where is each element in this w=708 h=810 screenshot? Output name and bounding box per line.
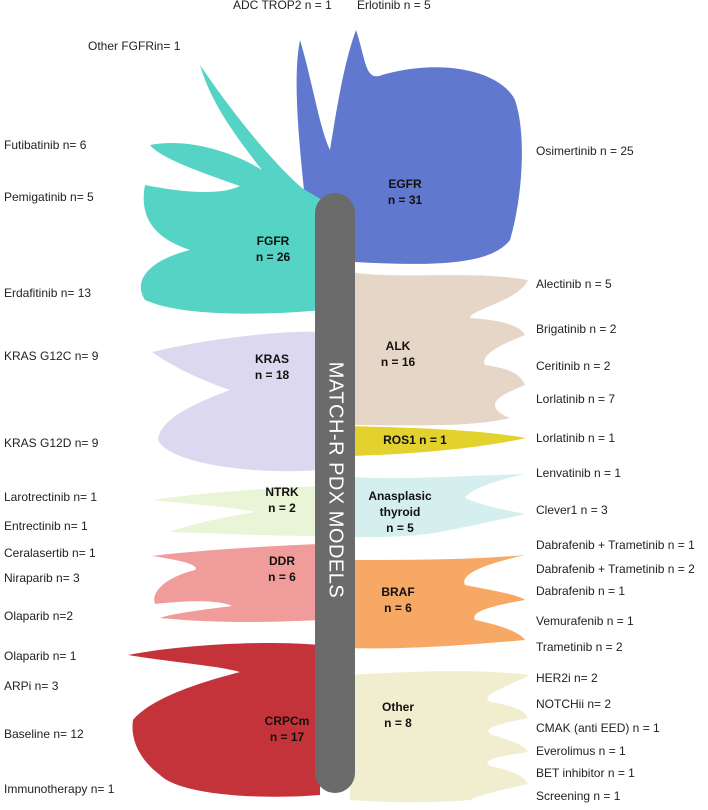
left-label: Futibatinib n= 6	[4, 138, 87, 152]
alk-shape	[350, 272, 528, 426]
right-label: Dabrafenib + Trametinib n = 1	[536, 538, 695, 552]
left-label: Baseline n= 12	[4, 727, 84, 741]
group-label: NTRK	[265, 485, 299, 499]
group-label: n = 17	[270, 730, 305, 744]
left-label: KRAS G12D n= 9	[4, 436, 99, 450]
ddr-shape	[152, 544, 320, 622]
right-label: Lenvatinib n = 1	[536, 466, 621, 480]
left-label: Olaparib n=2	[4, 609, 73, 623]
crpcm-shape	[128, 643, 320, 797]
right-label: Trametinib n = 2	[536, 640, 623, 654]
right-label: BET inhibitor n = 1	[536, 766, 635, 780]
right-label: Alectinib n = 5	[536, 277, 612, 291]
group-label: ALK	[386, 339, 411, 353]
left-label: Olaparib n= 1	[4, 649, 77, 663]
left-label: Ceralasertib n= 1	[4, 546, 96, 560]
right-label: Vemurafenib n = 1	[536, 614, 634, 628]
group-label: n = 18	[255, 368, 290, 382]
left-label: Erdafitinib n= 13	[4, 286, 91, 300]
left-label: Other FGFRin= 1	[88, 39, 181, 53]
center-label: MATCH-R PDX MODELS	[325, 362, 347, 598]
right-label: Ceritinib n = 2	[536, 359, 611, 373]
group-label: CRPCm	[265, 714, 310, 728]
kras-shape	[152, 331, 320, 472]
left-label: ARPi n= 3	[4, 679, 59, 693]
group-label: n = 16	[381, 355, 416, 369]
top-label: ADC TROP2 n = 1	[233, 0, 332, 12]
group-label: n = 31	[388, 193, 423, 207]
labels: EGFR n = 31 FGFR n = 26 ALK n = 16 ROS1 n = 1 K…	[4, 0, 695, 803]
left-label: Immunotherapy n= 1	[4, 782, 115, 796]
ntrk-shape	[152, 486, 320, 536]
right-label: Osimertinib n = 25	[536, 144, 634, 158]
right-label: Dabrafenib + Trametinib n = 2	[536, 562, 695, 576]
group-label: n = 6	[268, 570, 296, 584]
thyroid-shape	[350, 474, 525, 538]
right-label: CMAK (anti EED) n = 1	[536, 721, 660, 735]
left-label: Entrectinib n= 1	[4, 519, 88, 533]
group-label: Other	[382, 700, 414, 714]
shapes: MATCH-R PDX MODELS	[128, 30, 530, 803]
right-label: Everolimus n = 1	[536, 744, 626, 758]
group-label: EGFR	[388, 177, 422, 191]
right-label: Lorlatinib n = 1	[536, 431, 615, 445]
right-label: Screening n = 1	[536, 789, 621, 803]
group-label: ROS1 n = 1	[383, 433, 447, 447]
top-label: Erlotinib n = 5	[357, 0, 431, 12]
right-label: Brigatinib n = 2	[536, 322, 617, 336]
group-label: KRAS	[255, 352, 289, 366]
left-label: Niraparib n= 3	[4, 571, 80, 585]
group-label: n = 26	[256, 250, 291, 264]
group-label: n = 6	[384, 601, 412, 615]
other-shape	[350, 671, 530, 803]
group-label: n = 2	[268, 501, 296, 515]
group-label: DDR	[269, 554, 295, 568]
group-label: FGFR	[257, 234, 290, 248]
fgfr-shape	[140, 65, 322, 314]
left-label: KRAS G12C n= 9	[4, 349, 99, 363]
group-label: Anasplasic	[368, 489, 432, 503]
group-label: n = 8	[384, 716, 412, 730]
right-label: Lorlatinib n = 7	[536, 392, 615, 406]
right-label: NOTCHii n= 2	[536, 697, 611, 711]
ros1-shape	[350, 426, 526, 456]
left-label: Pemigatinib n= 5	[4, 190, 94, 204]
group-label: BRAF	[381, 585, 414, 599]
braf-shape	[350, 555, 525, 649]
group-label: n = 5	[386, 521, 414, 535]
group-label: thyroid	[380, 505, 421, 519]
center-bar	[315, 193, 355, 793]
left-label: Larotrectinib n= 1	[4, 490, 97, 504]
right-label: Dabrafenib n = 1	[536, 584, 625, 598]
right-label: Clever1 n = 3	[536, 503, 608, 517]
right-label: HER2i n= 2	[536, 671, 598, 685]
